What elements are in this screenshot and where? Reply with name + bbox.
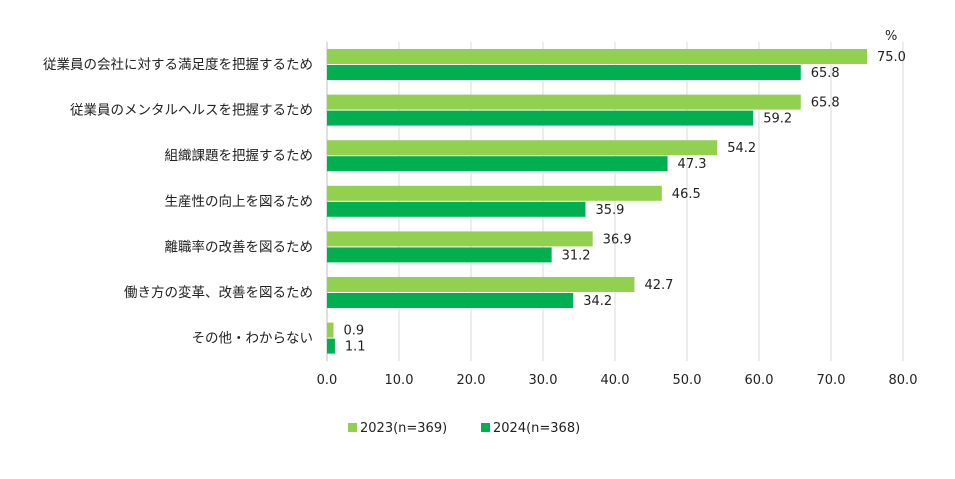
bar-2024 (327, 156, 668, 172)
x-tick-label: 30.0 (529, 373, 558, 388)
category-label: 生産性の向上を図るため (165, 194, 314, 210)
bar-2023 (327, 94, 801, 110)
category-label: 従業員の会社に対する満足度を把握するため (43, 57, 313, 73)
data-label: 65.8 (811, 66, 840, 81)
x-tick-label: 70.0 (817, 373, 846, 388)
x-tick-label: 40.0 (601, 373, 630, 388)
data-label: 35.9 (595, 203, 624, 218)
category-label: 組織課題を把握するため (165, 148, 314, 164)
x-tick-label: 20.0 (457, 373, 486, 388)
bar-2024 (327, 110, 754, 126)
category-label: 従業員のメンタルヘルスを把握するため (70, 103, 313, 119)
bar-2024 (327, 293, 574, 308)
legend-swatch (348, 423, 357, 432)
data-label: 34.2 (583, 294, 612, 309)
bar-2023 (327, 277, 635, 292)
bar-2024 (327, 338, 335, 354)
data-label: 31.2 (562, 248, 591, 263)
bar-2023 (327, 185, 662, 201)
data-label: 65.8 (811, 96, 840, 111)
x-tick-label: 80.0 (889, 373, 918, 388)
x-tick-label: 50.0 (673, 373, 702, 388)
data-label: 1.1 (345, 340, 366, 355)
bar-2023 (327, 322, 334, 338)
data-label: 59.2 (763, 112, 792, 127)
bar-2023 (327, 231, 593, 247)
data-label: 75.0 (877, 50, 906, 65)
bar-2024 (327, 65, 801, 80)
x-tick-label: 0.0 (317, 373, 338, 388)
legend-label: 2024(n=368) (493, 421, 580, 436)
legend-swatch (481, 423, 490, 432)
data-label: 42.7 (644, 278, 673, 293)
data-label: 47.3 (678, 157, 707, 172)
bar-2023 (327, 49, 867, 64)
data-label: 46.5 (672, 187, 701, 202)
unit-label: % (885, 29, 897, 44)
category-label: 働き方の変革、改善を図るため (124, 284, 313, 301)
x-tick-label: 60.0 (745, 373, 774, 388)
bar-2024 (327, 201, 586, 217)
data-label: 36.9 (603, 232, 632, 247)
bar-2023 (327, 140, 718, 156)
data-label: 0.9 (343, 324, 364, 339)
category-label: 離職率の改善を図るため (165, 238, 314, 255)
bar-2024 (327, 247, 552, 263)
data-label: 54.2 (727, 141, 756, 156)
category-label: その他・わからない (192, 331, 314, 347)
x-tick-label: 10.0 (385, 373, 414, 388)
legend-label: 2023(n=369) (360, 421, 447, 436)
